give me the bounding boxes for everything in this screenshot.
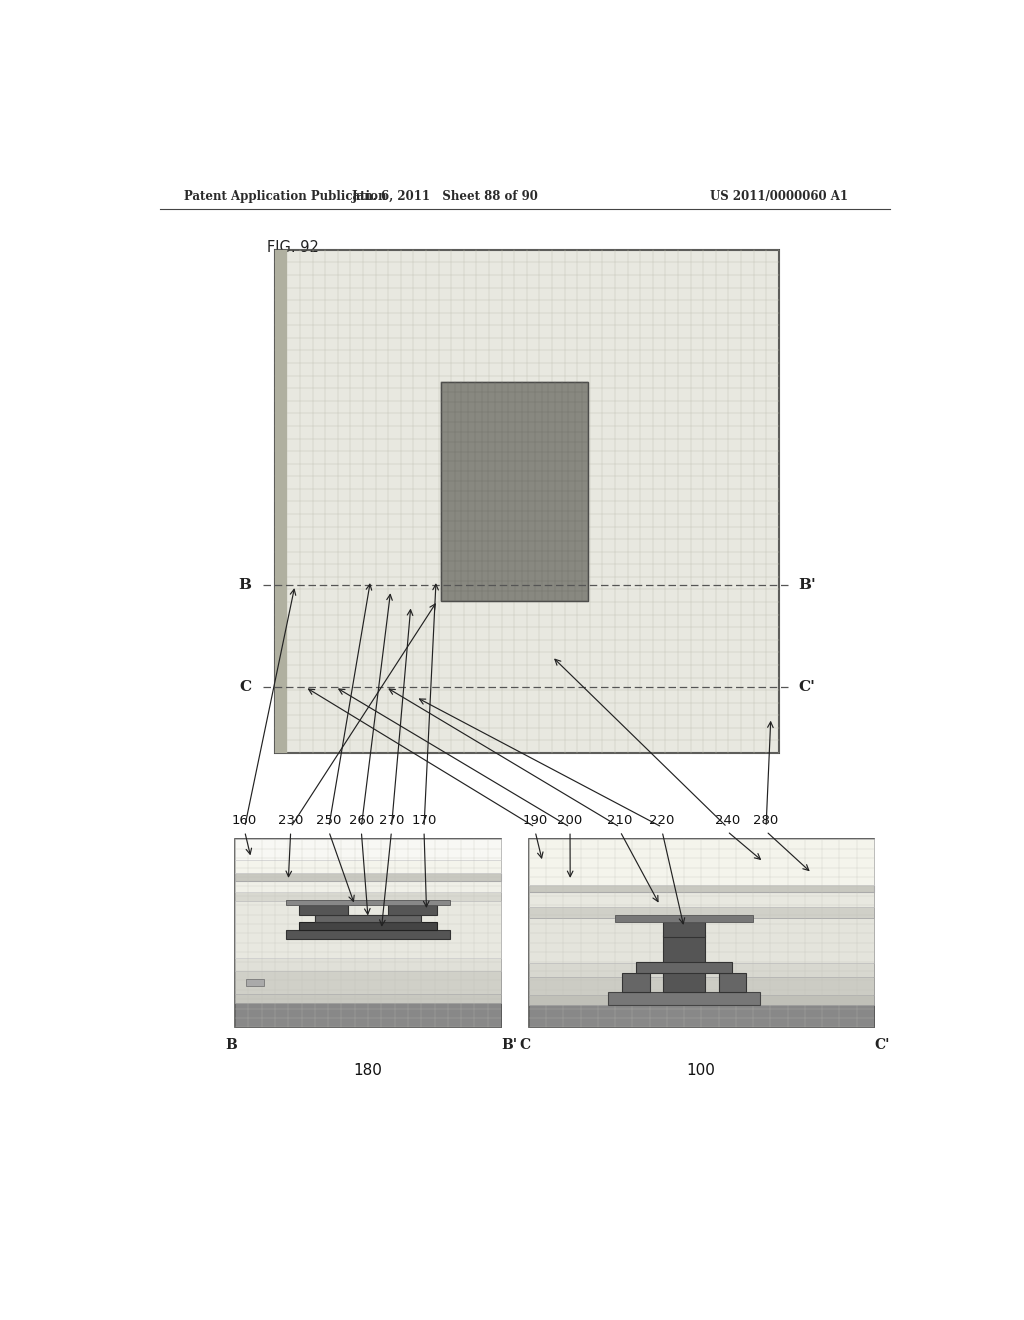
Text: 240: 240 [715, 814, 739, 828]
Text: C: C [519, 1038, 530, 1052]
Text: 270: 270 [379, 814, 404, 828]
Text: B: B [225, 1038, 237, 1052]
Bar [236, 902, 501, 958]
Text: 280: 280 [754, 814, 778, 828]
Text: C: C [239, 680, 251, 694]
Bar [528, 884, 873, 892]
Bar [299, 906, 348, 915]
Text: US 2011/0000060 A1: US 2011/0000060 A1 [710, 190, 848, 202]
Bar [236, 861, 501, 874]
Text: 250: 250 [316, 814, 341, 828]
Bar [236, 874, 501, 880]
Bar [236, 840, 501, 861]
Bar [246, 978, 264, 986]
Text: C': C' [874, 1038, 890, 1052]
Bar [236, 958, 501, 972]
Text: 220: 220 [649, 814, 675, 828]
Bar [236, 994, 501, 1003]
Bar [236, 840, 501, 1027]
Bar [286, 900, 451, 906]
Bar [299, 923, 437, 929]
Text: C': C' [799, 680, 815, 694]
Text: B': B' [501, 1038, 517, 1052]
Bar [664, 923, 705, 937]
Text: FIG. 92: FIG. 92 [267, 240, 318, 255]
Bar [315, 915, 421, 923]
Bar [664, 936, 705, 991]
Text: Jan. 6, 2011   Sheet 88 of 90: Jan. 6, 2011 Sheet 88 of 90 [352, 190, 539, 202]
Bar [274, 249, 288, 752]
Bar [622, 973, 649, 991]
Bar [719, 973, 746, 991]
Bar [441, 381, 589, 601]
Bar [528, 892, 873, 907]
Bar [286, 929, 451, 939]
Bar [528, 995, 873, 1005]
Bar [528, 919, 873, 964]
Bar [236, 892, 501, 902]
Bar [615, 915, 754, 923]
Bar [388, 906, 437, 915]
Text: B: B [238, 578, 251, 593]
Bar [528, 840, 873, 1027]
Text: 260: 260 [349, 814, 374, 828]
Text: 200: 200 [557, 814, 583, 828]
Bar [236, 880, 501, 892]
Bar [528, 1005, 873, 1027]
Bar [236, 972, 501, 994]
Bar [528, 907, 873, 919]
Text: 100: 100 [686, 1063, 716, 1078]
Text: 230: 230 [278, 814, 303, 828]
Bar [236, 1003, 501, 1027]
Bar [608, 991, 760, 1005]
Bar [274, 249, 779, 752]
Text: 160: 160 [232, 814, 257, 828]
Bar [528, 840, 873, 884]
Text: Patent Application Publication: Patent Application Publication [183, 190, 386, 202]
Text: B': B' [799, 578, 816, 593]
Text: 190: 190 [522, 814, 548, 828]
Text: 170: 170 [412, 814, 436, 828]
Bar [528, 977, 873, 995]
Bar [528, 964, 873, 977]
Text: 210: 210 [607, 814, 633, 828]
Text: 180: 180 [353, 1063, 382, 1078]
Bar [636, 961, 732, 973]
